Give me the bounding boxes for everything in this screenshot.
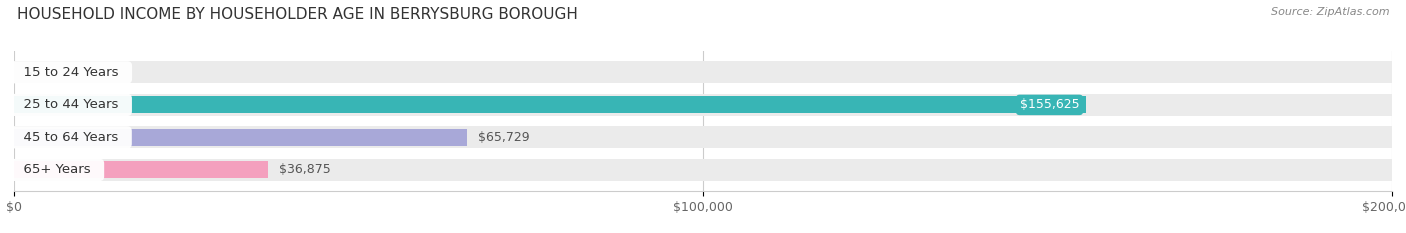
- Bar: [14, 126, 1392, 148]
- Text: $65,729: $65,729: [478, 131, 530, 144]
- Bar: [14, 161, 269, 178]
- Bar: [14, 129, 467, 146]
- Text: 45 to 64 Years: 45 to 64 Years: [15, 131, 127, 144]
- Text: $0: $0: [25, 66, 41, 79]
- Bar: [14, 61, 1392, 83]
- Text: $155,625: $155,625: [1019, 98, 1080, 111]
- Text: $36,875: $36,875: [280, 163, 330, 176]
- Text: 25 to 44 Years: 25 to 44 Years: [15, 98, 128, 111]
- Text: 15 to 24 Years: 15 to 24 Years: [15, 66, 128, 79]
- Bar: [14, 96, 1087, 113]
- Bar: [14, 159, 1392, 181]
- Text: Source: ZipAtlas.com: Source: ZipAtlas.com: [1271, 7, 1389, 17]
- Text: HOUSEHOLD INCOME BY HOUSEHOLDER AGE IN BERRYSBURG BOROUGH: HOUSEHOLD INCOME BY HOUSEHOLDER AGE IN B…: [17, 7, 578, 22]
- Bar: [14, 94, 1392, 116]
- Text: 65+ Years: 65+ Years: [15, 163, 100, 176]
